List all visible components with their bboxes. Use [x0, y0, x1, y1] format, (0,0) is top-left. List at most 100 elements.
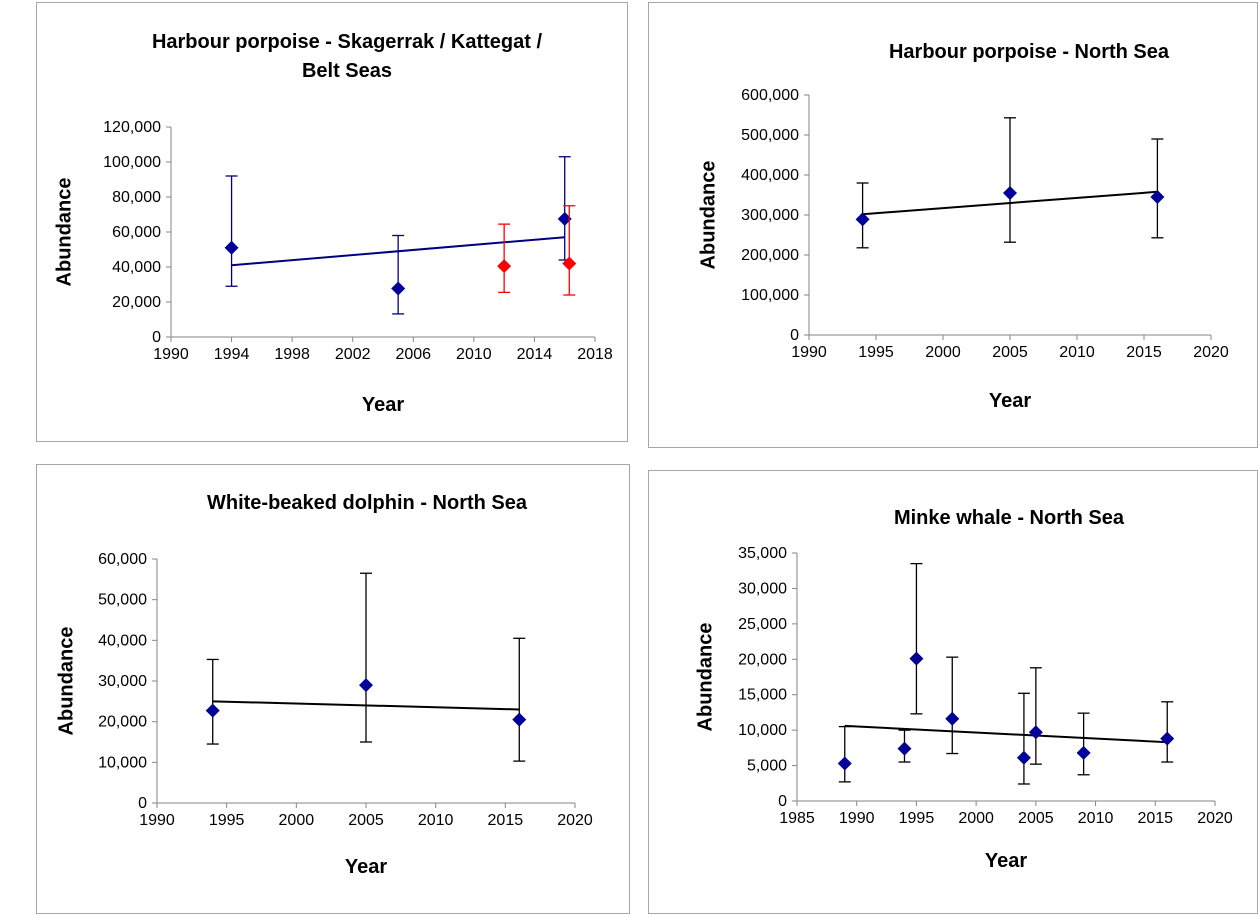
y-tick-label: 0	[138, 795, 147, 812]
data-point-diamond	[909, 651, 924, 666]
chart-harbour-porpoise-skagerrak: Harbour porpoise - Skagerrak / Kattegat …	[53, 31, 613, 416]
x-tick-label: 2015	[1126, 344, 1162, 361]
x-tick-label: 1985	[779, 810, 815, 827]
x-tick-label: 2015	[488, 812, 524, 829]
y-tick-label: 50,000	[98, 592, 147, 609]
data-point-diamond	[557, 211, 572, 226]
data-point-diamond	[1003, 186, 1017, 200]
chart-panel-white-beaked-dolphin: White-beaked dolphin - North Sea 0 10,000 2…	[36, 464, 630, 914]
x-axis-title: Year	[989, 390, 1031, 412]
x-tick-label: 2005	[992, 344, 1028, 361]
data-point-diamond	[837, 756, 852, 771]
data-point-diamond	[897, 741, 912, 756]
x-tick-label: 2000	[279, 812, 315, 829]
y-tick-label: 40,000	[112, 259, 161, 276]
y-tick-label: 100,000	[741, 287, 799, 304]
x-tick-label: 2000	[925, 344, 961, 361]
x-tick-label: 1990	[139, 812, 175, 829]
chart-title: Harbour porpoise - North Sea	[889, 41, 1170, 63]
x-tick-label: 2005	[348, 812, 384, 829]
x-tick-label: 2018	[577, 346, 613, 363]
chart-title: White-beaked dolphin - North Sea	[207, 492, 528, 514]
chart-panel-harbour-porpoise-north-sea: Harbour porpoise - North Sea 0 100,000 200,…	[648, 2, 1258, 448]
x-tick-label: 1998	[274, 346, 310, 363]
y-tick-label: 80,000	[112, 189, 161, 206]
data-point-diamond	[562, 256, 577, 271]
y-tick-label: 15,000	[738, 687, 787, 704]
y-tick-label: 30,000	[738, 580, 787, 597]
chart-minke-whale-north-sea: Minke whale - North Sea 0 5,000 10,000 15,00…	[694, 507, 1233, 872]
x-tick-label: 2002	[335, 346, 371, 363]
chart-panel-harbour-porpoise-skagerrak: Harbour porpoise - Skagerrak / Kattegat …	[36, 2, 628, 442]
y-tick-label: 600,000	[741, 87, 799, 104]
y-axis-title: Abundance	[55, 627, 77, 736]
y-tick-label: 10,000	[738, 722, 787, 739]
x-tick-label: 2010	[418, 812, 454, 829]
chart-title-line: White-beaked dolphin - North Sea	[207, 492, 528, 514]
chart-panel-minke-whale: Minke whale - North Sea 0 5,000 10,000 15,00…	[648, 470, 1258, 914]
data-point-diamond	[205, 703, 220, 718]
y-tick-label: 200,000	[741, 247, 799, 264]
y-tick-label: 500,000	[741, 127, 799, 144]
y-tick-label: 5,000	[747, 758, 787, 775]
x-tick-label: 1990	[153, 346, 189, 363]
data-point-diamond	[359, 678, 373, 693]
y-tick-label: 0	[790, 327, 799, 344]
chart-white-beaked-dolphin-north-sea: White-beaked dolphin - North Sea 0 10,000 2…	[55, 492, 593, 878]
x-tick-label: 2010	[456, 346, 492, 363]
x-tick-label: 2000	[958, 810, 994, 827]
y-tick-label: 100,000	[103, 154, 161, 171]
x-tick-label: 2010	[1059, 344, 1095, 361]
y-tick-label: 60,000	[112, 224, 161, 241]
x-axis-title: Year	[345, 856, 387, 878]
y-axis-title: Abundance	[694, 623, 716, 732]
y-tick-label: 20,000	[738, 651, 787, 668]
x-tick-label: 2020	[1193, 344, 1229, 361]
x-tick-label: 2020	[1197, 810, 1233, 827]
y-tick-label: 35,000	[738, 545, 787, 562]
data-point-diamond	[1076, 745, 1091, 760]
data-point-diamond	[1016, 750, 1031, 765]
y-tick-label: 120,000	[103, 119, 161, 136]
data-point-diamond	[512, 712, 527, 727]
x-tick-label: 2006	[395, 346, 431, 363]
y-tick-label: 20,000	[112, 294, 161, 311]
data-point-diamond	[1150, 190, 1165, 204]
y-tick-label: 60,000	[98, 551, 147, 568]
y-tick-label: 30,000	[98, 673, 147, 690]
x-axis-title: Year	[985, 850, 1027, 872]
y-tick-label: 25,000	[738, 616, 787, 633]
chart-title-line: Harbour porpoise - Skagerrak / Kattegat …	[152, 31, 543, 53]
y-tick-label: 10,000	[98, 754, 147, 771]
data-point-diamond	[224, 240, 239, 255]
x-tick-label: 1995	[899, 810, 935, 827]
x-tick-label: 2010	[1078, 810, 1114, 827]
x-axis-title: Year	[362, 394, 404, 416]
chart-title-line: Minke whale - North Sea	[894, 507, 1125, 529]
data-point-diamond	[497, 259, 512, 274]
y-tick-label: 40,000	[98, 632, 147, 649]
x-tick-label: 1994	[214, 346, 250, 363]
chart-title: Harbour porpoise - Skagerrak / Kattegat …	[152, 31, 543, 82]
data-point-diamond	[391, 281, 406, 296]
data-point-diamond	[1160, 731, 1175, 746]
y-tick-label: 400,000	[741, 167, 799, 184]
x-tick-label: 2020	[557, 812, 593, 829]
chart-title: Minke whale - North Sea	[894, 507, 1125, 529]
x-tick-label: 1995	[209, 812, 245, 829]
data-point-diamond	[1028, 725, 1043, 740]
chart-harbour-porpoise-north-sea: Harbour porpoise - North Sea 0 100,000 200,…	[697, 41, 1229, 412]
x-tick-label: 1995	[858, 344, 894, 361]
y-tick-label: 20,000	[98, 714, 147, 731]
x-tick-label: 2014	[517, 346, 553, 363]
trend-line	[844, 724, 1168, 744]
chart-title-line: Harbour porpoise - North Sea	[889, 41, 1170, 63]
x-tick-label: 2005	[1018, 810, 1054, 827]
y-tick-label: 300,000	[741, 207, 799, 224]
x-tick-label: 1990	[839, 810, 875, 827]
y-tick-label: 0	[778, 793, 787, 810]
data-point-diamond	[855, 212, 870, 227]
y-axis-title: Abundance	[697, 161, 719, 270]
x-tick-label: 2015	[1137, 810, 1173, 827]
chart-title-line: Belt Seas	[302, 60, 392, 82]
